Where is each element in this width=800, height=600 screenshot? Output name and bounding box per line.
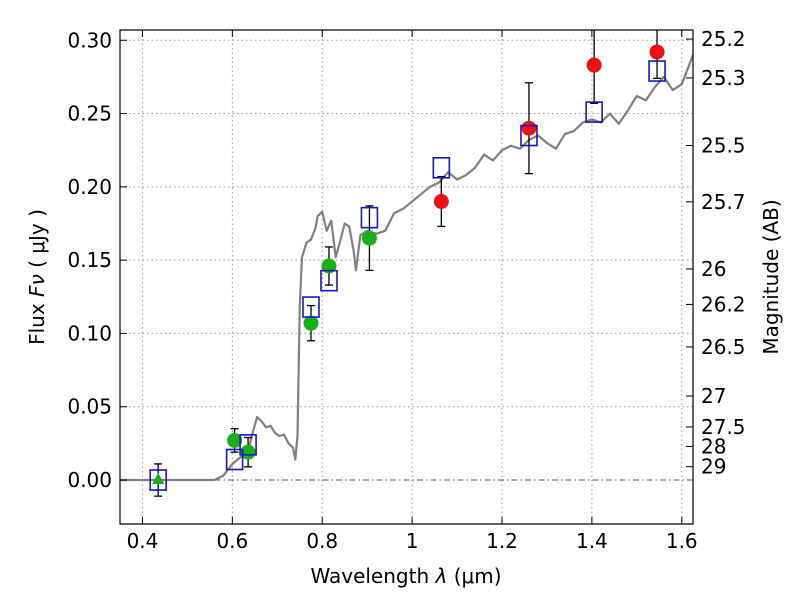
x-tick-label: 1.2 <box>486 529 518 553</box>
template-square <box>585 101 603 123</box>
magnitude-tick-label: 27 <box>701 384 726 408</box>
x-tick-label: 0.6 <box>216 529 248 553</box>
observed-point <box>321 258 337 274</box>
template-square <box>520 124 538 147</box>
y2-axis-title: Magnitude (AB) <box>759 199 783 354</box>
observed-point <box>361 230 377 246</box>
magnitude-tick-label: 29 <box>701 455 726 479</box>
magnitude-tick-label: 26.2 <box>701 292 746 316</box>
observed-point <box>227 432 243 448</box>
magnitude-tick-label: 26.5 <box>701 335 746 359</box>
template-square <box>648 60 666 82</box>
template-square <box>225 448 244 471</box>
observed-point <box>433 194 449 210</box>
y-tick-label: 0.05 <box>67 395 112 419</box>
observed-point <box>303 315 319 331</box>
y-tick-label: 0.10 <box>67 321 112 345</box>
observed-point <box>649 44 665 60</box>
plot-area <box>120 30 693 524</box>
template-square <box>302 296 320 318</box>
magnitude-tick-label: 25.5 <box>701 134 746 158</box>
template-square <box>432 156 451 179</box>
observed-point <box>521 120 537 136</box>
observed-point <box>240 444 256 460</box>
magnitude-tick-label: 25.7 <box>701 190 746 214</box>
magnitude-tick-label: 25.2 <box>701 27 746 51</box>
observed-point-triangle <box>152 473 165 485</box>
magnitude-tick-label: 27.5 <box>701 415 746 439</box>
x-tick-label: 0.8 <box>306 529 338 553</box>
magnitude-tick-label: 28 <box>701 434 726 458</box>
template-square <box>239 434 257 456</box>
plot-frame <box>119 29 694 525</box>
x-tick-label: 1 <box>406 529 419 553</box>
observed-point <box>586 57 602 73</box>
series-layer <box>120 30 693 497</box>
x-tick-label: 1.6 <box>666 529 698 553</box>
x-axis-title: Wavelength λ (μm) <box>310 564 501 588</box>
y-tick-label: 0.25 <box>67 102 112 126</box>
y-tick-label: 0.15 <box>67 248 112 272</box>
template-square <box>320 269 338 292</box>
magnitude-tick-label: 25.3 <box>701 66 746 90</box>
ticks: 0.4 0.6 0.8 1 1.2 1.4 1.6 0.00 0.05 0.10 0.15 0.20 0… <box>67 27 745 553</box>
y-tick-label: 0.00 <box>67 468 112 492</box>
x-tick-label: 1.4 <box>576 529 608 553</box>
y-tick-label: 0.20 <box>67 175 112 199</box>
y-tick-label: 0.30 <box>67 28 112 52</box>
template-square <box>149 469 167 491</box>
template-square <box>360 206 379 229</box>
x-tick-label: 0.4 <box>127 529 159 553</box>
y-axis-title: Flux Fν ( μJy ) <box>25 209 49 345</box>
grid <box>120 30 693 524</box>
magnitude-tick-label: 26 <box>701 257 726 281</box>
